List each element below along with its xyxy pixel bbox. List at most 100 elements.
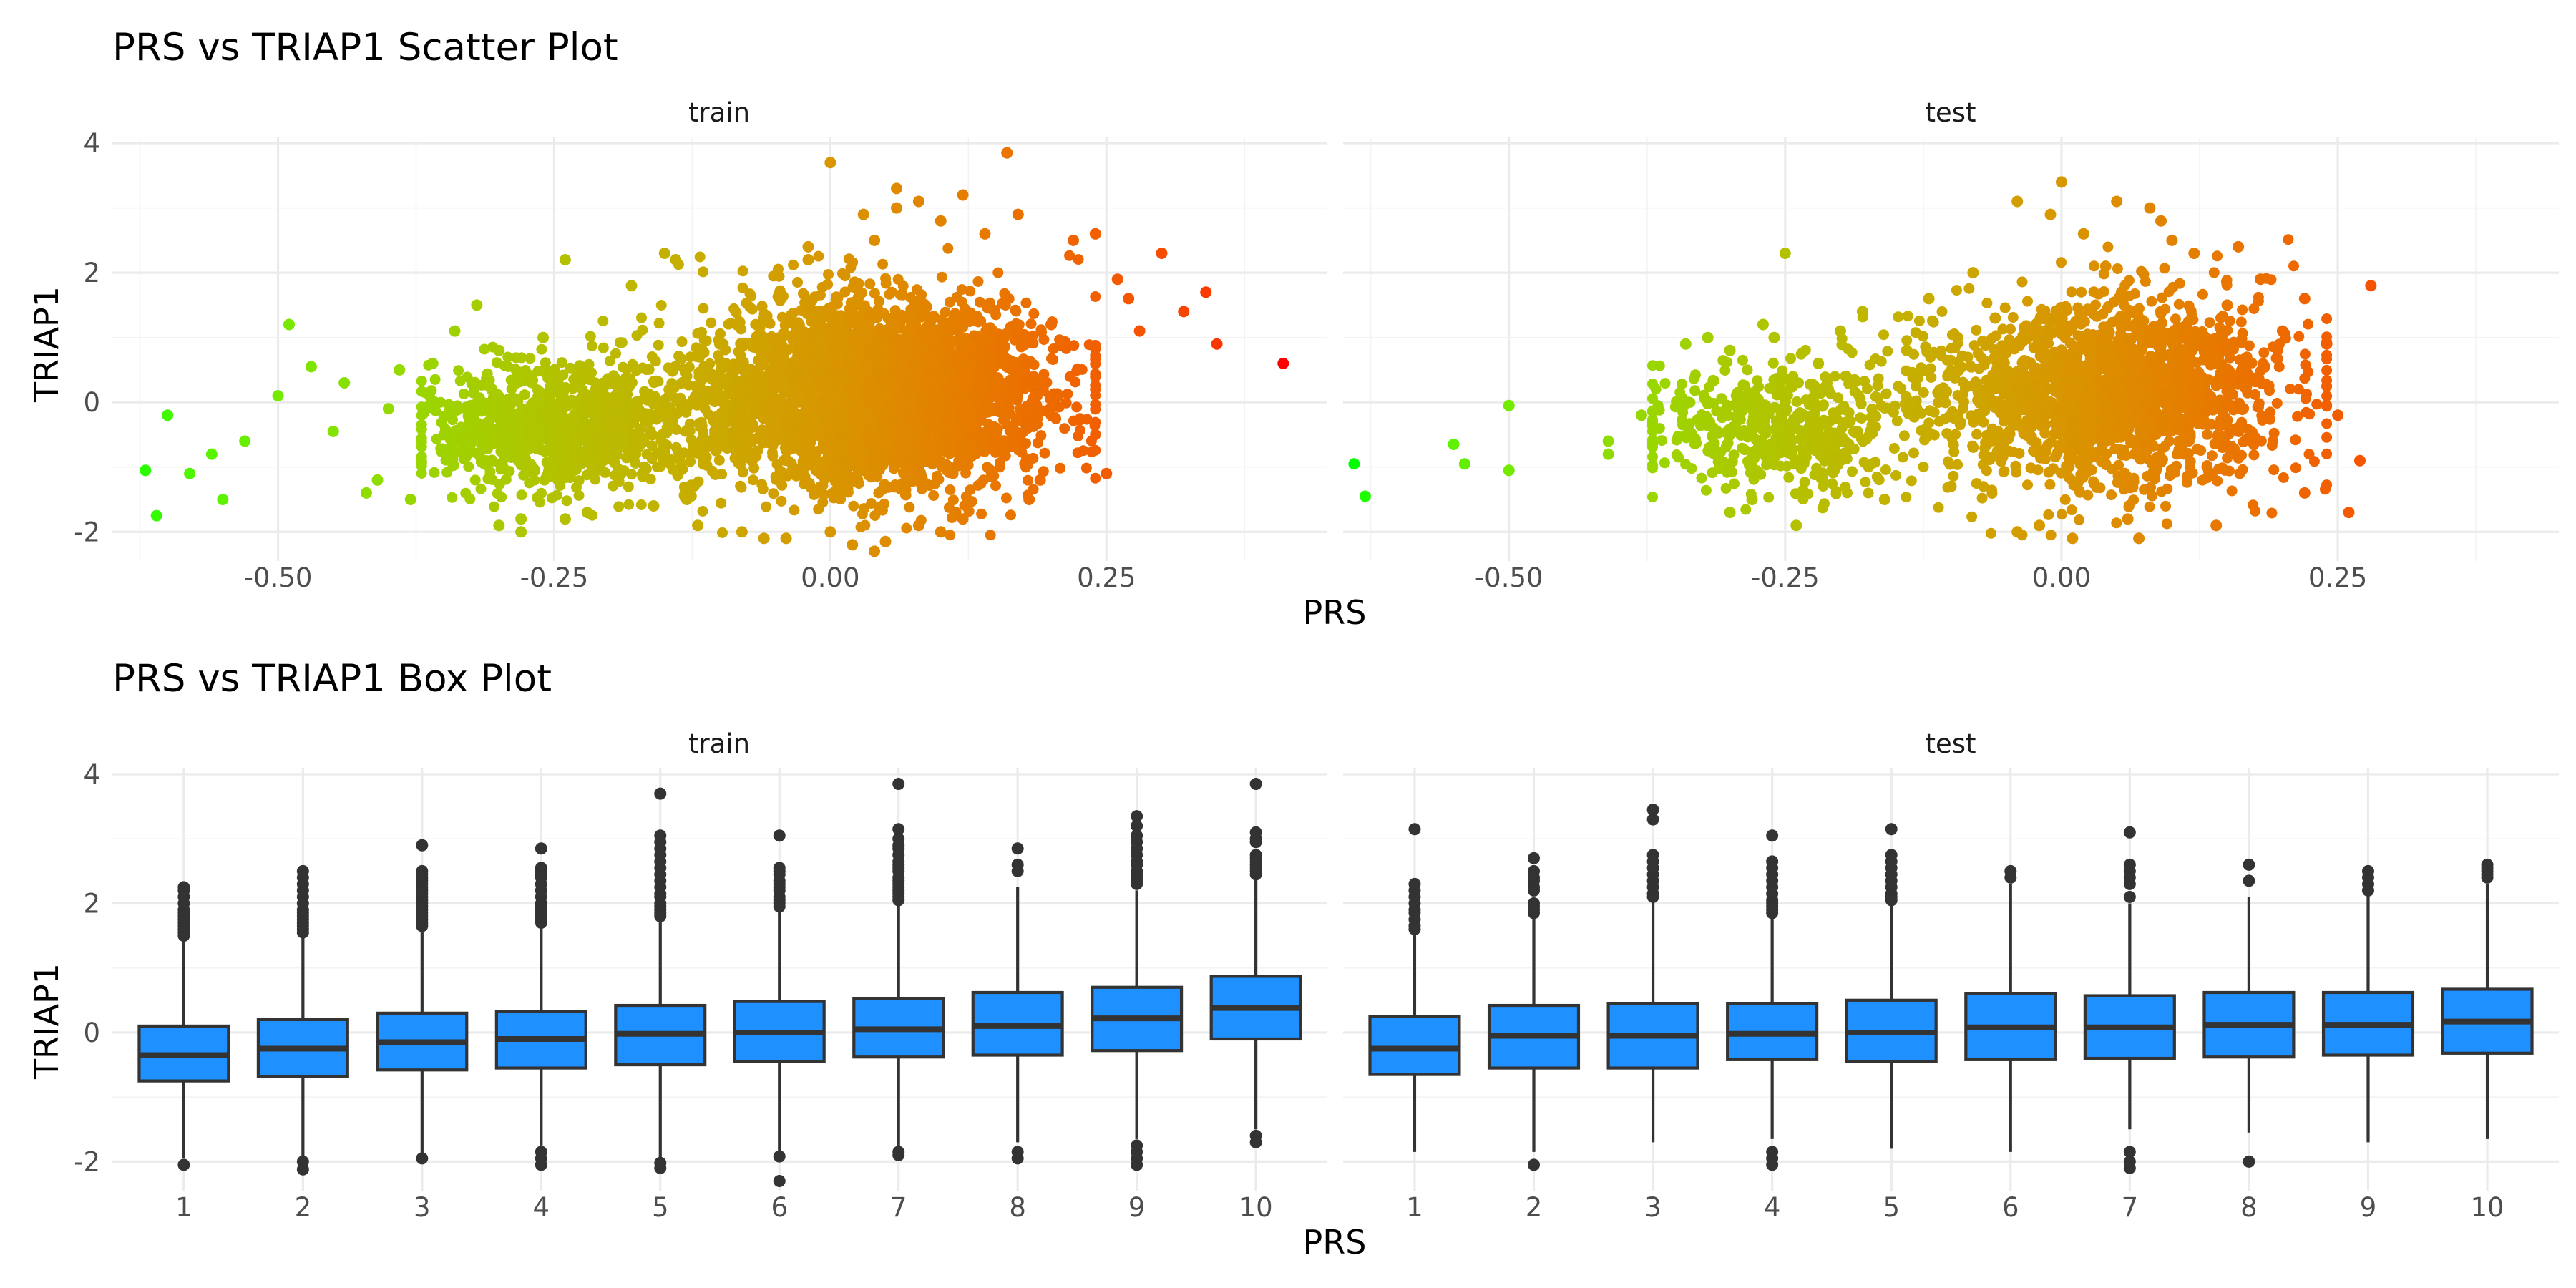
scatter-point <box>613 463 624 474</box>
scatter-point <box>822 278 834 290</box>
scatter-point <box>847 380 857 391</box>
scatter-point <box>327 425 339 437</box>
scatter-point <box>635 438 647 449</box>
scatter-point <box>857 208 869 220</box>
scatter-point <box>1060 397 1072 409</box>
scatter-point <box>804 454 816 466</box>
scatter-point <box>1078 445 1089 457</box>
scatter-point <box>894 390 905 401</box>
scatter-point <box>936 271 947 283</box>
scatter-title: PRS vs TRIAP1 Scatter Plot <box>112 26 618 69</box>
scatter-point <box>1019 383 1030 394</box>
scatter-point <box>937 422 948 434</box>
scatter-point <box>939 431 950 443</box>
scatter-x-tick-label: 0.25 <box>1077 562 1136 593</box>
scatter-point <box>839 270 851 282</box>
scatter-point <box>1070 376 1081 388</box>
scatter-point <box>880 278 892 289</box>
scatter-point <box>986 432 997 444</box>
scatter-point <box>2271 398 2283 409</box>
scatter-point <box>734 450 746 462</box>
scatter-point <box>771 459 783 470</box>
scatter-point <box>928 356 940 367</box>
scatter-point <box>462 371 473 383</box>
scatter-point <box>768 270 779 282</box>
scatter-point <box>1101 467 1113 479</box>
scatter-point <box>482 368 493 379</box>
scatter-point <box>958 444 970 455</box>
scatter-point <box>791 470 802 482</box>
scatter-point <box>465 431 477 441</box>
scatter-point <box>985 356 997 367</box>
scatter-point <box>894 334 905 345</box>
scatter-point <box>1068 234 1079 246</box>
scatter-point <box>2237 304 2248 316</box>
scatter-point <box>990 422 1002 434</box>
scatter-point <box>961 398 972 409</box>
scatter-point <box>419 387 430 398</box>
scatter-point <box>802 341 814 353</box>
scatter-point <box>802 240 814 253</box>
scatter-point <box>534 497 545 508</box>
scatter-point <box>1901 335 1913 346</box>
scatter-point <box>753 384 764 396</box>
scatter-point <box>737 341 748 352</box>
scatter-point <box>698 439 710 450</box>
scatter-point <box>837 457 849 468</box>
scatter-point <box>493 344 505 356</box>
scatter-point <box>763 410 775 421</box>
scatter-point <box>613 501 625 512</box>
scatter-point <box>927 454 939 465</box>
scatter-point <box>912 195 924 208</box>
scatter-point <box>625 280 638 292</box>
scatter-point <box>942 355 953 366</box>
scatter-point <box>945 341 956 352</box>
scatter-point <box>582 371 593 383</box>
scatter-point <box>847 447 859 458</box>
scatter-point <box>184 467 196 479</box>
scatter-point <box>651 414 663 425</box>
scatter-point <box>2044 479 2056 490</box>
scatter-point <box>591 414 602 426</box>
scatter-point <box>1019 339 1030 351</box>
scatter-point <box>597 342 609 353</box>
scatter-point <box>1062 389 1073 399</box>
scatter-point <box>779 384 790 395</box>
scatter-point <box>959 303 970 314</box>
scatter-point <box>560 464 572 475</box>
scatter-panel-train: train -0.50 -0.25 0.00 0.25 <box>112 97 1327 593</box>
scatter-point <box>867 461 878 472</box>
scatter-point <box>519 452 530 463</box>
scatter-point <box>469 376 481 388</box>
scatter-point <box>1023 459 1034 470</box>
scatter-point <box>913 462 924 473</box>
scatter-point <box>217 494 229 505</box>
scatter-point <box>692 328 703 339</box>
scatter-point <box>834 321 845 332</box>
scatter-point <box>150 509 162 522</box>
scatter-point <box>536 343 547 355</box>
scatter-panel-test: test -0.50 -0.25 0.00 0.25 <box>1343 97 2559 593</box>
scatter-point <box>464 493 476 504</box>
scatter-point <box>972 440 983 452</box>
scatter-point <box>864 278 876 290</box>
scatter-point <box>646 440 658 452</box>
scatter-point <box>972 276 984 287</box>
scatter-point <box>680 406 692 418</box>
scatter-point-cloud <box>416 243 1101 541</box>
scatter-point <box>742 384 753 395</box>
scatter-point <box>515 526 527 538</box>
scatter-point <box>756 479 768 490</box>
scatter-point <box>995 358 1007 369</box>
scatter-point <box>631 330 643 341</box>
scatter-point <box>404 494 416 505</box>
scatter-point <box>610 348 621 359</box>
scatter-point <box>668 381 680 393</box>
scatter-point <box>601 405 613 416</box>
scatter-point <box>698 347 710 358</box>
scatter-point <box>1001 147 1013 159</box>
scatter-point <box>305 361 317 373</box>
scatter-point <box>891 182 902 195</box>
scatter-point <box>711 444 722 456</box>
scatter-point <box>945 484 956 495</box>
